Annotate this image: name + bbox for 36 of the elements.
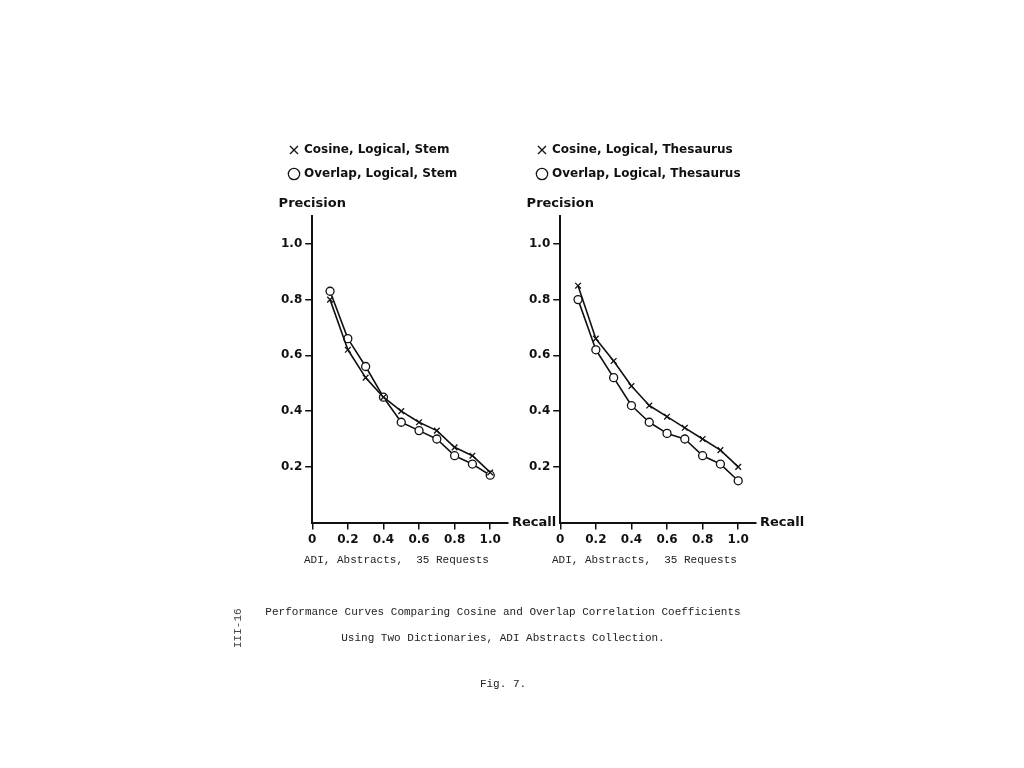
legend-label: Cosine, Logical, Thesaurus <box>552 142 733 157</box>
x-tick-label: 1.0 <box>479 531 501 546</box>
x-tick-label: 0.6 <box>408 531 430 546</box>
y-tick-label: 0.2 <box>280 458 303 473</box>
text: Performance Curves Comparing Cosine and Overlap Correlation Coefficients <box>265 606 741 618</box>
y-tick-label: 0.8 <box>280 291 303 306</box>
y-tick-label: 0.2 <box>528 458 551 473</box>
y-tick-label: 0.6 <box>528 347 551 362</box>
x-axis-title: Recall <box>760 513 805 529</box>
text: ADI, Abstracts, 35 Requests <box>552 554 738 566</box>
x-tick-label: 0 <box>556 531 565 546</box>
x-axis-title: Recall <box>512 513 557 529</box>
text: III-16 <box>232 608 244 648</box>
x-tick-label: 0 <box>308 531 317 546</box>
x-tick-label: 0.2 <box>337 531 359 546</box>
caption: Fig. 7. <box>478 678 528 690</box>
legend-label: Cosine, Logical, Stem <box>304 142 450 157</box>
y-tick-label: 0.4 <box>528 403 551 418</box>
x-tick-label: 0.6 <box>656 531 678 546</box>
x-tick-label: 0.4 <box>372 531 395 546</box>
y-tick-label: 0.8 <box>528 291 551 306</box>
y-tick-label: 1.0 <box>280 236 303 250</box>
y-axis-title: Precision <box>278 194 346 210</box>
y-axis-title: Precision <box>526 194 594 210</box>
x-tick-label: 0.2 <box>585 531 607 546</box>
x-tick-label: 0.4 <box>620 531 643 546</box>
y-tick-label: 1.0 <box>528 236 551 250</box>
x-tick-label: 1.0 <box>727 531 749 546</box>
y-tick-label: 0.6 <box>280 347 303 362</box>
legend-label: Overlap, Logical, Stem <box>304 166 458 181</box>
y-tick-label: 0.4 <box>280 403 303 418</box>
text: ADI, Abstracts, 35 Requests <box>304 554 489 566</box>
text: Using Two Dictionaries, ADI Abstracts Collection. <box>341 632 665 644</box>
x-tick-label: 0.8 <box>691 531 714 546</box>
legend-label: Overlap, Logical, Thesaurus <box>552 166 741 181</box>
x-tick-label: 0.8 <box>443 531 466 546</box>
